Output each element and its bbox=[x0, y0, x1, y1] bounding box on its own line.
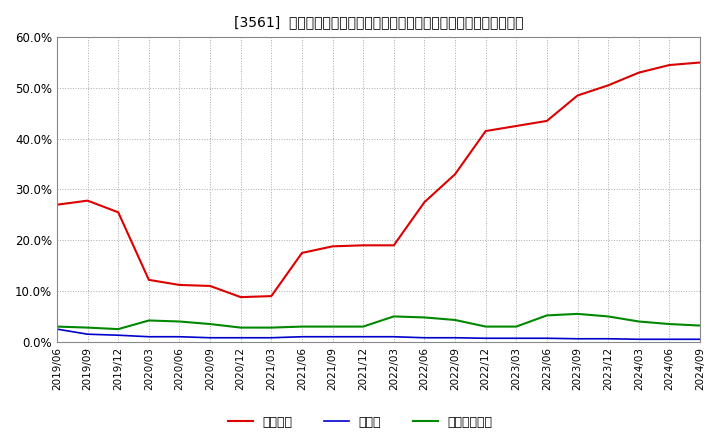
Title: [3561]  自己資本、のれん、繰延税金資産の総資産に対する比率の推移: [3561] 自己資本、のれん、繰延税金資産の総資産に対する比率の推移 bbox=[234, 15, 523, 29]
繰延税金資産 bbox=[359, 324, 367, 329]
繰延税金資産 bbox=[451, 317, 459, 323]
自己資本 bbox=[543, 118, 552, 124]
Line: 自己資本: 自己資本 bbox=[57, 62, 700, 297]
のれん bbox=[359, 334, 367, 339]
自己資本 bbox=[451, 172, 459, 177]
自己資本 bbox=[175, 282, 184, 288]
繰延税金資産 bbox=[604, 314, 613, 319]
のれん bbox=[390, 334, 398, 339]
繰延税金資産 bbox=[267, 325, 276, 330]
繰延税金資産 bbox=[512, 324, 521, 329]
のれん bbox=[482, 336, 490, 341]
のれん bbox=[267, 335, 276, 341]
のれん bbox=[420, 335, 428, 341]
繰延税金資産 bbox=[482, 324, 490, 329]
自己資本 bbox=[604, 83, 613, 88]
のれん bbox=[451, 335, 459, 341]
のれん bbox=[328, 334, 337, 339]
自己資本 bbox=[634, 70, 643, 75]
のれん bbox=[604, 336, 613, 341]
繰延税金資産 bbox=[206, 321, 215, 326]
のれん bbox=[236, 335, 245, 341]
のれん bbox=[543, 336, 552, 341]
自己資本 bbox=[114, 210, 122, 215]
自己資本 bbox=[512, 123, 521, 128]
繰延税金資産 bbox=[175, 319, 184, 324]
のれん bbox=[512, 336, 521, 341]
のれん bbox=[696, 337, 704, 342]
繰延税金資産 bbox=[53, 324, 61, 329]
Line: 繰延税金資産: 繰延税金資産 bbox=[57, 314, 700, 329]
自己資本 bbox=[420, 199, 428, 205]
自己資本 bbox=[236, 294, 245, 300]
繰延税金資産 bbox=[114, 326, 122, 332]
繰延税金資産 bbox=[297, 324, 306, 329]
のれん bbox=[206, 335, 215, 341]
繰延税金資産 bbox=[84, 325, 92, 330]
のれん bbox=[145, 334, 153, 339]
自己資本 bbox=[696, 60, 704, 65]
のれん bbox=[84, 332, 92, 337]
のれん bbox=[634, 337, 643, 342]
自己資本 bbox=[297, 250, 306, 256]
繰延税金資産 bbox=[145, 318, 153, 323]
のれん bbox=[297, 334, 306, 339]
のれん bbox=[53, 326, 61, 332]
Line: のれん: のれん bbox=[57, 329, 700, 339]
繰延税金資産 bbox=[543, 313, 552, 318]
自己資本 bbox=[206, 283, 215, 289]
のれん bbox=[573, 336, 582, 341]
自己資本 bbox=[359, 243, 367, 248]
自己資本 bbox=[390, 243, 398, 248]
のれん bbox=[114, 333, 122, 338]
繰延税金資産 bbox=[696, 323, 704, 328]
繰延税金資産 bbox=[420, 315, 428, 320]
自己資本 bbox=[665, 62, 674, 68]
自己資本 bbox=[482, 128, 490, 134]
繰延税金資産 bbox=[236, 325, 245, 330]
繰延税金資産 bbox=[573, 311, 582, 316]
繰延税金資産 bbox=[634, 319, 643, 324]
自己資本 bbox=[573, 93, 582, 98]
自己資本 bbox=[53, 202, 61, 207]
自己資本 bbox=[145, 277, 153, 282]
繰延税金資産 bbox=[328, 324, 337, 329]
Legend: 自己資本, のれん, 繰延税金資産: 自己資本, のれん, 繰延税金資産 bbox=[222, 411, 498, 434]
繰延税金資産 bbox=[665, 321, 674, 326]
自己資本 bbox=[328, 244, 337, 249]
自己資本 bbox=[267, 293, 276, 299]
のれん bbox=[175, 334, 184, 339]
のれん bbox=[665, 337, 674, 342]
自己資本 bbox=[84, 198, 92, 203]
繰延税金資産 bbox=[390, 314, 398, 319]
